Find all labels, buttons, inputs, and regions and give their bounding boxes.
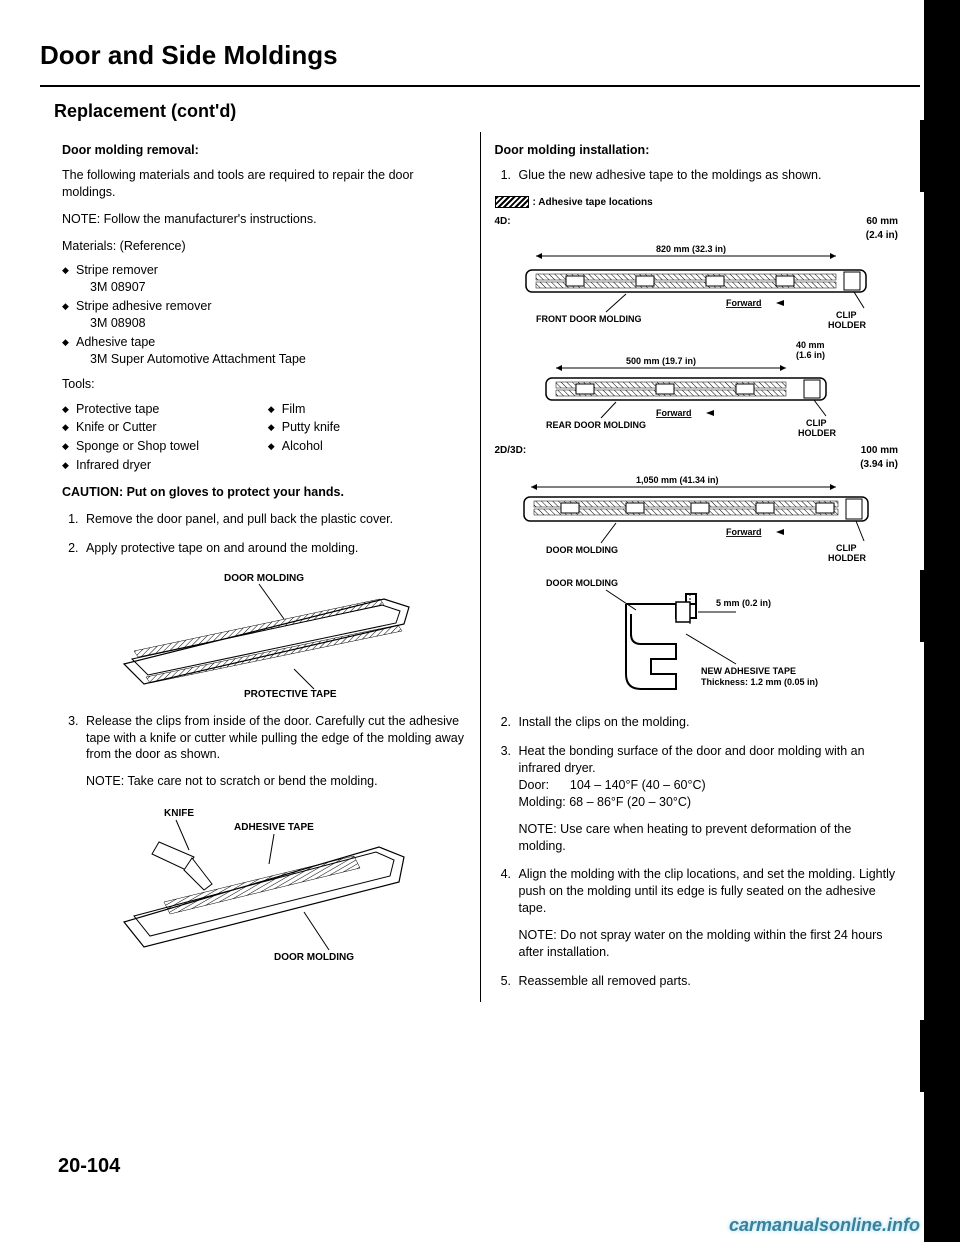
- install-steps: Install the clips on the molding. Heat t…: [495, 714, 899, 989]
- svg-text:FRONT DOOR MOLDING: FRONT DOOR MOLDING: [536, 314, 642, 324]
- step-item: Reassemble all removed parts.: [515, 973, 899, 990]
- fig-label: PROTECTIVE TAPE: [244, 689, 337, 699]
- step-item: Install the clips on the molding.: [515, 714, 899, 731]
- svg-text:Forward: Forward: [656, 408, 692, 418]
- removal-steps: Remove the door panel, and pull back the…: [62, 511, 466, 557]
- diagram-label: 2D/3D:: [495, 445, 527, 456]
- svg-text:HOLDER: HOLDER: [828, 320, 867, 330]
- step-item: Release the clips from inside of the doo…: [82, 713, 466, 791]
- list-item: Infrared dryer: [62, 457, 260, 474]
- svg-text:40 mm: 40 mm: [796, 340, 825, 350]
- tools-list: Protective tape Film Knife or Cutter Put…: [62, 401, 466, 475]
- svg-text:DOOR MOLDING: DOOR MOLDING: [546, 545, 618, 555]
- step-item: Apply protective tape on and around the …: [82, 540, 466, 557]
- intro-text: The following materials and tools are re…: [62, 167, 466, 201]
- figure-protective-tape: DOOR MOLDING PROTECTIVE TAPE: [62, 569, 466, 699]
- fig-label: KNIFE: [164, 808, 194, 819]
- removal-heading: Door molding removal:: [62, 142, 466, 159]
- figure-cross-section: DOOR MOLDING 5 mm (0.2 in) NEW ADHESIVE …: [495, 574, 899, 704]
- note-text: NOTE: Do not spray water on the molding …: [519, 927, 899, 961]
- fig-label: DOOR MOLDING: [224, 573, 304, 584]
- svg-text:5 mm (0.2 in): 5 mm (0.2 in): [716, 598, 771, 608]
- page-content: Door and Side Moldings Replacement (cont…: [40, 30, 920, 1192]
- svg-text:Forward: Forward: [726, 527, 762, 537]
- svg-text:820 mm (32.3 in): 820 mm (32.3 in): [656, 244, 726, 254]
- svg-text:1,050 mm (41.34 in): 1,050 mm (41.34 in): [636, 475, 719, 485]
- list-item: Knife or Cutter: [62, 419, 260, 436]
- list-item: Protective tape: [62, 401, 260, 418]
- figure-4d-rear: 40 mm (1.6 in) 500 mm (19.7 in) REAR DOO…: [495, 338, 899, 438]
- svg-text:500 mm (19.7 in): 500 mm (19.7 in): [626, 356, 696, 366]
- svg-text:Thickness: 1.2 mm (0.05 in): Thickness: 1.2 mm (0.05 in): [701, 677, 818, 687]
- page-title: Door and Side Moldings: [40, 30, 920, 87]
- figure-2d3d: 1,050 mm (41.34 in) DOOR MOLDING Forward: [495, 460, 899, 567]
- svg-text:REAR DOOR MOLDING: REAR DOOR MOLDING: [546, 420, 646, 430]
- page-number: 20-104: [58, 1155, 120, 1178]
- tools-heading: Tools:: [62, 376, 466, 393]
- step-item: Heat the bonding surface of the door and…: [515, 743, 899, 854]
- step-item: Glue the new adhesive tape to the moldin…: [515, 167, 899, 184]
- step-item: Align the molding with the clip location…: [515, 866, 899, 960]
- list-item: Alcohol: [268, 438, 466, 455]
- figure-knife-adhesive: KNIFE ADHESIVE TAPE DOOR MOLDING: [62, 802, 466, 962]
- step-item: Remove the door panel, and pull back the…: [82, 511, 466, 528]
- legend: : Adhesive tape locations: [495, 196, 899, 210]
- svg-text:Forward: Forward: [726, 298, 762, 308]
- diagram-label: 4D:: [495, 216, 511, 227]
- right-column: Door molding installation: Glue the new …: [481, 132, 913, 1002]
- list-item: Stripe remover3M 08907: [62, 262, 466, 296]
- caution-text: CAUTION: Put on gloves to protect your h…: [62, 484, 466, 501]
- dimension-label: 100 mm (3.94 in): [860, 444, 898, 471]
- note-text: NOTE: Take care not to scratch or bend t…: [86, 773, 466, 790]
- svg-text:HOLDER: HOLDER: [798, 428, 837, 438]
- svg-text:HOLDER: HOLDER: [828, 553, 867, 563]
- figure-4d-front: 820 mm (32.3 in) FRONT DOOR MOLDING F: [495, 231, 899, 333]
- svg-text:(1.6 in): (1.6 in): [796, 350, 825, 360]
- svg-text:NEW ADHESIVE TAPE: NEW ADHESIVE TAPE: [701, 666, 796, 676]
- materials-list: Stripe remover3M 08907 Stripe adhesive r…: [62, 262, 466, 367]
- watermark: carmanualsonline.info: [729, 1215, 920, 1236]
- list-item: Putty knife: [268, 419, 466, 436]
- svg-text:CLIP: CLIP: [836, 543, 857, 553]
- svg-text:CLIP: CLIP: [806, 418, 827, 428]
- note-text: NOTE: Use care when heating to prevent d…: [519, 821, 899, 855]
- list-item: Sponge or Shop towel: [62, 438, 260, 455]
- list-item: Adhesive tape3M Super Automotive Attachm…: [62, 334, 466, 368]
- list-item: Film: [268, 401, 466, 418]
- svg-text:CLIP: CLIP: [836, 310, 857, 320]
- removal-steps: Release the clips from inside of the doo…: [62, 713, 466, 791]
- left-column: Door molding removal: The following mate…: [48, 132, 481, 1002]
- fig-label: DOOR MOLDING: [274, 952, 354, 962]
- hatch-icon: [495, 196, 529, 208]
- note-text: NOTE: Follow the manufacturer's instruct…: [62, 211, 466, 228]
- fig-label: ADHESIVE TAPE: [234, 822, 314, 833]
- svg-text:DOOR MOLDING: DOOR MOLDING: [546, 578, 618, 588]
- install-steps: Glue the new adhesive tape to the moldin…: [495, 167, 899, 184]
- install-heading: Door molding installation:: [495, 142, 899, 159]
- section-title: Replacement (cont'd): [40, 87, 920, 132]
- dimension-label: 60 mm (2.4 in): [866, 215, 898, 242]
- materials-heading: Materials: (Reference): [62, 238, 466, 255]
- list-item: Stripe adhesive remover3M 08908: [62, 298, 466, 332]
